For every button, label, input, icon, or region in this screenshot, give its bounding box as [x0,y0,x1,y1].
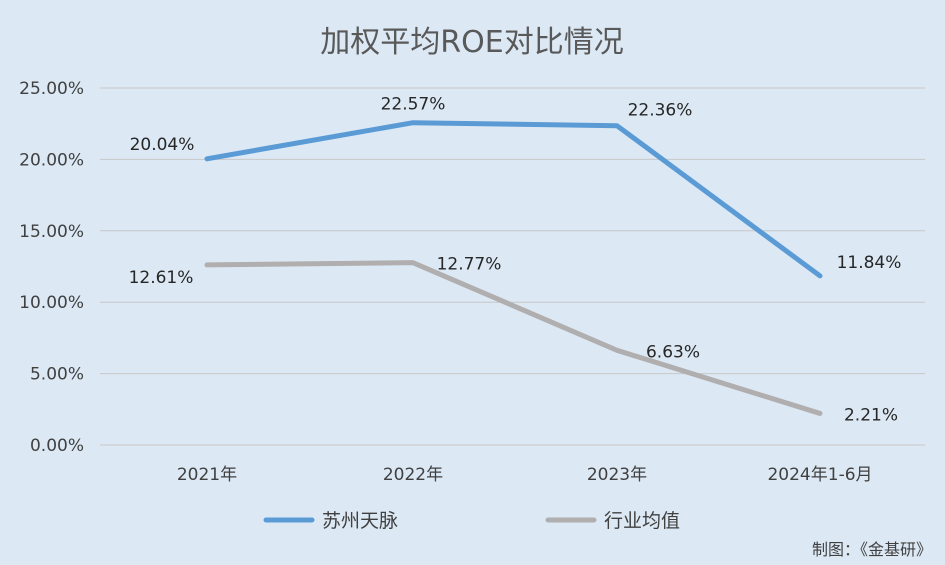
grid [100,87,925,446]
y-tick-label: 20.00% [19,150,84,170]
x-tick-label: 2024年1-6月 [767,465,872,485]
data-label: 22.57% [381,95,446,115]
data-label: 11.84% [837,253,902,273]
y-axis-ticks: 0.00% 5.00% 10.00% 15.00% 20.00% 25.00% [19,79,84,456]
y-tick-label: 5.00% [30,365,84,385]
legend-label: 行业均值 [604,510,680,532]
data-labels: 20.04% 22.57% 22.36% 11.84% 12.61% 12.77% 6.63… [129,95,902,426]
series-line-suzhou-tianmai [204,120,823,279]
legend: 苏州天脉 行业均值 [263,510,680,532]
chart-title: 加权平均ROE对比情况 [320,25,623,60]
y-tick-label: 15.00% [19,222,84,242]
data-label: 20.04% [130,135,195,155]
legend-label: 苏州天脉 [322,510,398,532]
x-tick-label: 2021年 [177,465,237,485]
credit-text: 制图：《金基研》 [812,540,932,559]
data-label: 12.61% [129,268,194,288]
data-label: 2.21% [844,405,898,425]
data-label: 22.36% [628,101,693,121]
series [204,120,823,416]
data-label: 12.77% [437,255,502,275]
y-tick-label: 25.00% [19,79,84,99]
y-tick-label: 0.00% [30,436,84,456]
x-axis-ticks: 2021年 2022年 2023年 2024年1-6月 [177,465,873,485]
x-tick-label: 2022年 [383,465,443,485]
x-tick-label: 2023年 [587,465,647,485]
series-line-industry-average [204,260,823,416]
y-tick-label: 10.00% [19,293,84,313]
data-label: 6.63% [646,342,700,362]
